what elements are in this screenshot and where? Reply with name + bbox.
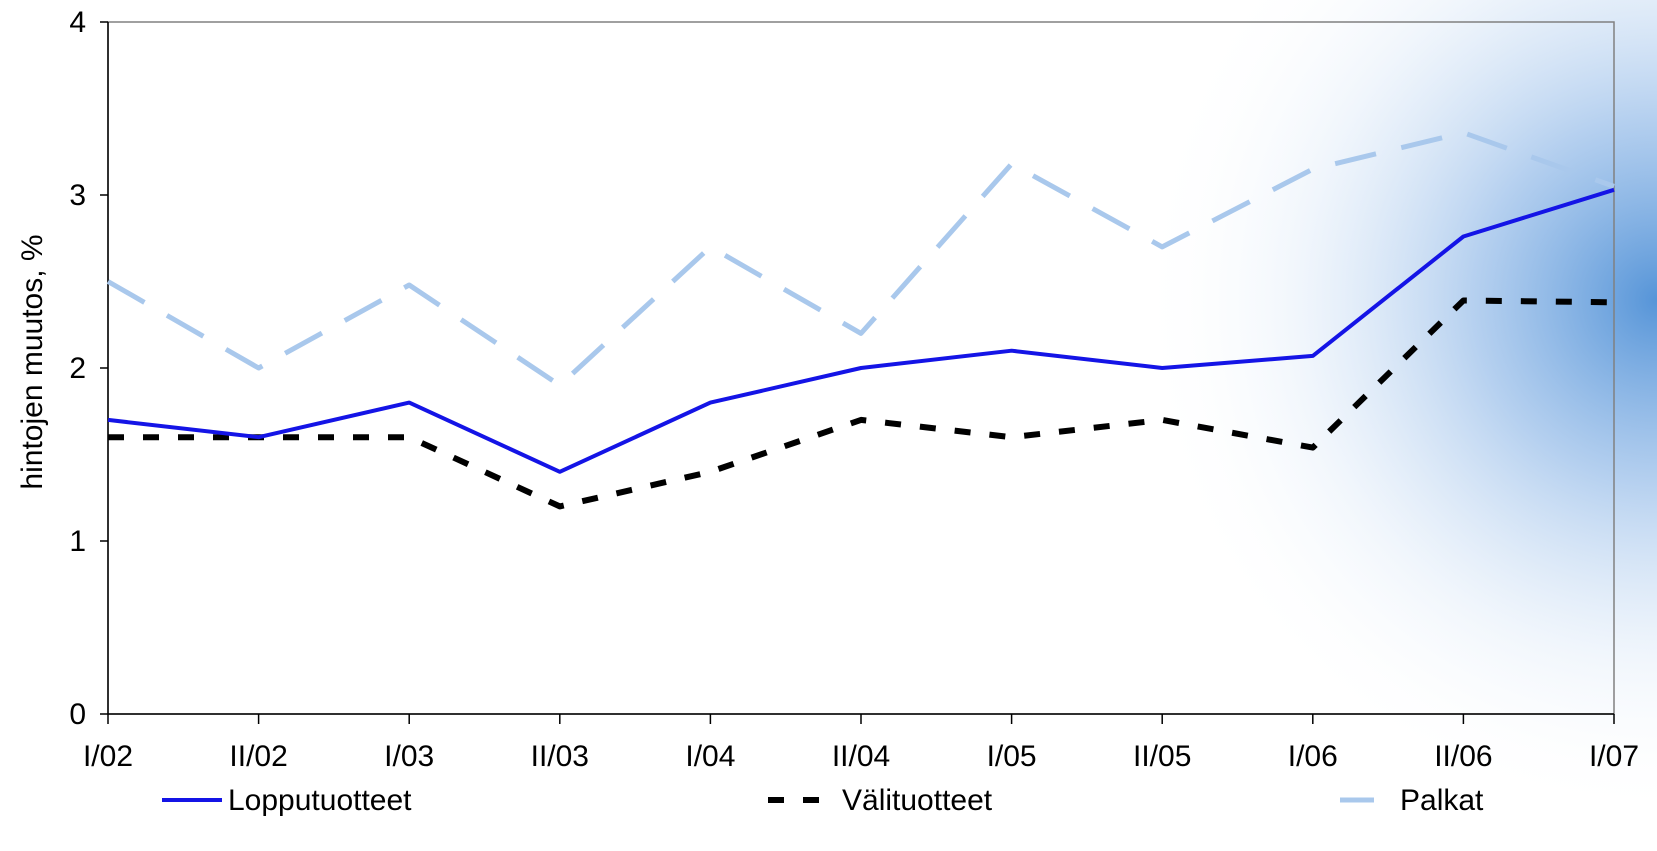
- x-tick-label: II/04: [832, 740, 890, 773]
- x-tick-label: II/03: [531, 740, 589, 773]
- x-tick-label: I/03: [384, 740, 434, 773]
- series-line-v-lituotteet: [108, 297, 1615, 510]
- x-tick-label: I/04: [685, 740, 735, 773]
- legend-label: Palkat: [1400, 784, 1484, 817]
- y-tick-label: 1: [69, 525, 86, 558]
- x-tick-label: I/02: [83, 740, 133, 773]
- axes: 0 1 2 3 4 I/02 II/02 I/03 II/03 I/04 II/04 I/05 II/0…: [69, 6, 1639, 773]
- x-tick-label: I/07: [1589, 740, 1639, 773]
- y-axis-title: hintojen muutos, %: [16, 234, 49, 489]
- x-tick-label: II/05: [1133, 740, 1191, 773]
- legend: Lopputuotteet Välituotteet Palkat: [162, 784, 1484, 817]
- y-tick-label: 0: [69, 698, 86, 731]
- x-tick-label: II/02: [229, 740, 287, 773]
- series-layer: [106, 130, 1615, 510]
- y-tick-label: 3: [69, 179, 86, 212]
- series-line-lopputuotteet: [107, 187, 1615, 474]
- legend-label: Lopputuotteet: [228, 784, 412, 817]
- y-tick-label: 2: [69, 352, 86, 385]
- x-tick-label: I/06: [1288, 740, 1338, 773]
- series-line-palkat: [106, 130, 1615, 388]
- legend-label: Välituotteet: [842, 784, 993, 817]
- x-tick-label: II/06: [1434, 740, 1492, 773]
- x-tick-label: I/05: [987, 740, 1037, 773]
- y-tick-label: 4: [69, 6, 86, 39]
